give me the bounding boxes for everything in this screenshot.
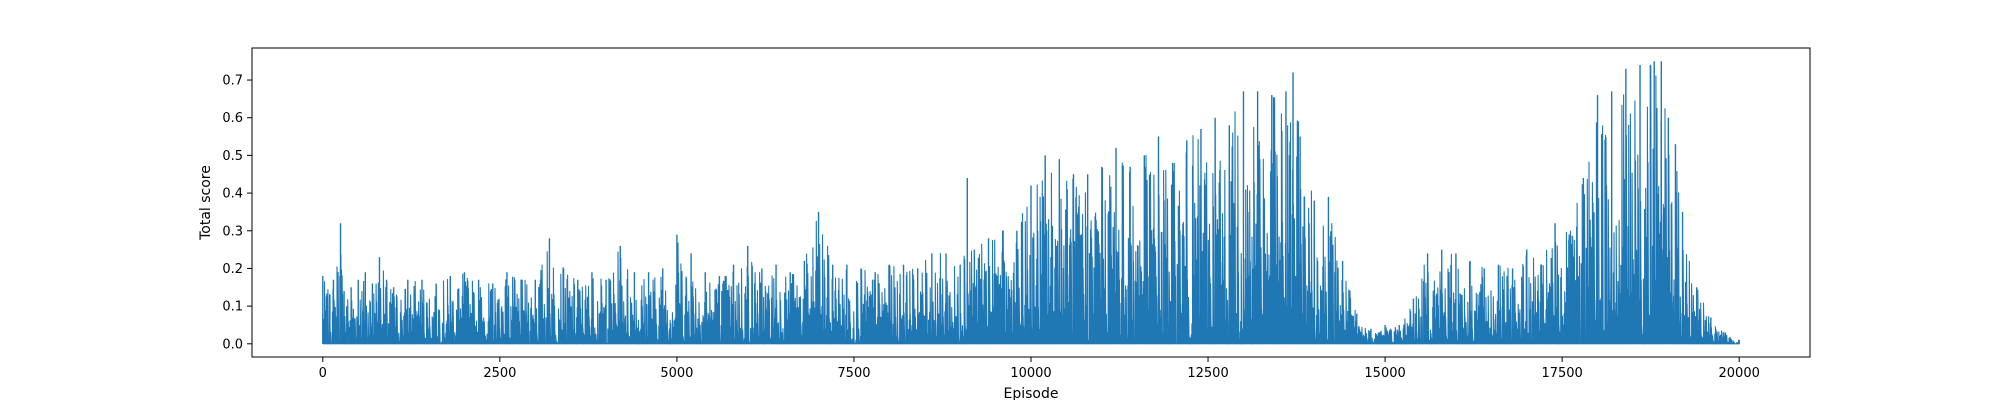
- x-tick-label: 7500: [837, 366, 870, 381]
- y-tick-label: 0.4: [222, 187, 243, 202]
- y-tick-label: 0.3: [222, 224, 243, 239]
- x-tick-label: 15000: [1364, 366, 1405, 381]
- y-tick-label: 0.2: [222, 262, 243, 277]
- x-tick-label: 2500: [483, 366, 516, 381]
- x-tick-label: 20000: [1719, 366, 1760, 381]
- x-tick-label: 17500: [1541, 366, 1582, 381]
- series-line: [322, 64, 1740, 345]
- y-tick-label: 0.5: [222, 149, 243, 164]
- x-axis-label: Episode: [1004, 386, 1059, 400]
- y-tick-label: 0.0: [222, 337, 243, 352]
- x-tick-label: 10000: [1010, 366, 1051, 381]
- x-axis: 0 2500 5000 7500 10000 12500 15000 17500 20000: [319, 357, 1760, 381]
- y-axis-label: Total score: [198, 165, 214, 241]
- y-axis: 0.0 0.1 0.2 0.3 0.4 0.5 0.6 0.7: [222, 74, 252, 352]
- series-layer: [322, 61, 1740, 345]
- x-tick-label: 5000: [660, 366, 693, 381]
- y-tick-label: 0.7: [222, 74, 243, 89]
- y-tick-label: 0.6: [222, 111, 243, 126]
- x-tick-label: 0: [319, 366, 327, 381]
- x-tick-label: 12500: [1187, 366, 1228, 381]
- y-tick-label: 0.1: [222, 300, 243, 315]
